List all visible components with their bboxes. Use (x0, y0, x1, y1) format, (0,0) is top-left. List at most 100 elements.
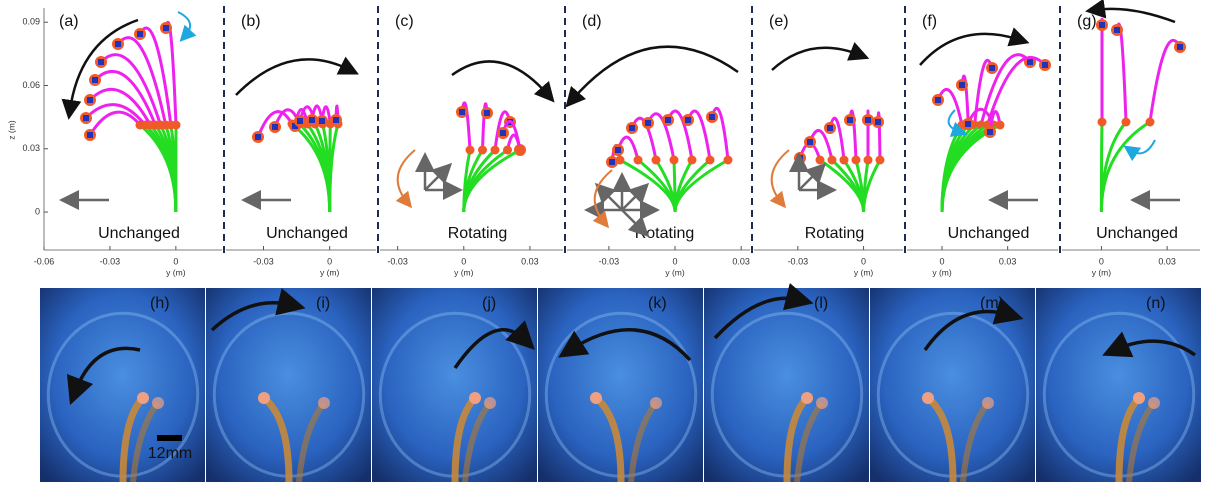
finger-tip (90, 112, 140, 135)
x-tick-label: 0.03 (732, 256, 750, 266)
joint (840, 156, 849, 165)
tip-core (609, 159, 615, 165)
tube-tip (816, 397, 828, 409)
panel-caption: Unchanged (948, 225, 1030, 242)
x-tick-label: -0.03 (599, 256, 620, 266)
x-tick-label: 0 (861, 256, 866, 266)
tip-core (807, 139, 813, 145)
tube-tip (469, 392, 481, 404)
joint (1146, 118, 1155, 127)
tip-core (935, 97, 941, 103)
panel-label: (d) (582, 13, 602, 30)
robot-fingers (606, 108, 733, 212)
tip-core (309, 117, 315, 123)
tip-core (629, 125, 635, 131)
tube-tip (137, 392, 149, 404)
x-tick-label: 0 (327, 256, 332, 266)
panel-caption: Rotating (635, 225, 695, 242)
tip-core (115, 41, 121, 47)
finger-base (1101, 122, 1150, 212)
orange-arrow (772, 150, 789, 202)
finger-tip (1117, 24, 1126, 122)
orange-arrow (398, 150, 415, 202)
joint (634, 156, 643, 165)
direction-arrow (602, 190, 622, 210)
photo-label: (l) (814, 295, 828, 312)
z-tick-label: 0.09 (22, 17, 40, 27)
tip-core (989, 65, 995, 71)
tip-core (1042, 62, 1048, 68)
robot-fingers (252, 106, 343, 212)
tip-core (827, 125, 833, 131)
joint (1098, 118, 1107, 127)
panel-label: (c) (395, 13, 414, 30)
tip-core (965, 121, 971, 127)
tube-tip (318, 397, 330, 409)
x-axis-label: y (m) (932, 267, 952, 277)
tip-core (459, 109, 465, 115)
rotation-arrow (452, 61, 548, 95)
tip-core (92, 77, 98, 83)
tube-tip (1133, 392, 1145, 404)
panel-label: (e) (769, 13, 789, 30)
x-axis-label: y (m) (454, 267, 474, 277)
rotation-arrow (772, 48, 860, 70)
photo-label: (i) (316, 295, 330, 312)
tip-core (98, 59, 104, 65)
panel-label: (b) (241, 13, 261, 30)
photo-label: (k) (648, 295, 667, 312)
x-tick-label: 0 (173, 256, 178, 266)
panel-label: (g) (1077, 13, 1097, 30)
joint (828, 156, 837, 165)
joint (652, 156, 661, 165)
tip-core (709, 114, 715, 120)
x-axis-label: y (m) (1092, 267, 1112, 277)
tip-core (987, 129, 993, 135)
tip-core (645, 120, 651, 126)
robot-fingers (1096, 19, 1186, 212)
joint (688, 156, 697, 165)
tip-core (87, 97, 93, 103)
joint (478, 146, 487, 155)
rotation-arrow (920, 34, 1020, 65)
tip-core (1177, 44, 1183, 50)
tip-core (87, 132, 93, 138)
x-tick-label: -0.03 (100, 256, 121, 266)
tube-tip (1148, 397, 1160, 409)
joint (876, 156, 885, 165)
x-axis-label: y (m) (166, 267, 186, 277)
x-tick-label: -0.06 (34, 256, 55, 266)
x-tick-label: 0 (461, 256, 466, 266)
tip-core (665, 117, 671, 123)
tip-core (163, 25, 169, 31)
x-tick-label: 0.03 (521, 256, 539, 266)
tip-core (1099, 22, 1105, 28)
x-tick-label: 0.03 (1158, 256, 1176, 266)
x-tick-label: -0.03 (788, 256, 809, 266)
panel-caption: Unchanged (266, 225, 348, 242)
direction-arrow (425, 170, 445, 190)
joint (670, 156, 679, 165)
joint (466, 146, 475, 155)
joint (516, 146, 525, 155)
tube-tip (982, 397, 994, 409)
tip-core (875, 119, 881, 125)
panel-caption: Unchanged (1096, 225, 1178, 242)
panel-label: (a) (59, 13, 79, 30)
joint (996, 121, 1005, 130)
panel-caption: Rotating (805, 225, 865, 242)
scale-bar-label: 12mm (148, 445, 192, 462)
z-tick-label: 0.03 (22, 143, 40, 153)
tip-core (297, 118, 303, 124)
rotation-arrow (236, 59, 350, 95)
finger-tip (1150, 40, 1180, 122)
photo-label: (j) (482, 295, 496, 312)
small-arrow (178, 12, 190, 36)
scale-bar (157, 435, 182, 441)
rotation-arrow (572, 47, 738, 100)
x-axis-label: y (m) (665, 267, 685, 277)
tube-tip (152, 397, 164, 409)
tip-core (1027, 59, 1033, 65)
finger-tip (938, 89, 962, 125)
tip-core (797, 155, 803, 161)
